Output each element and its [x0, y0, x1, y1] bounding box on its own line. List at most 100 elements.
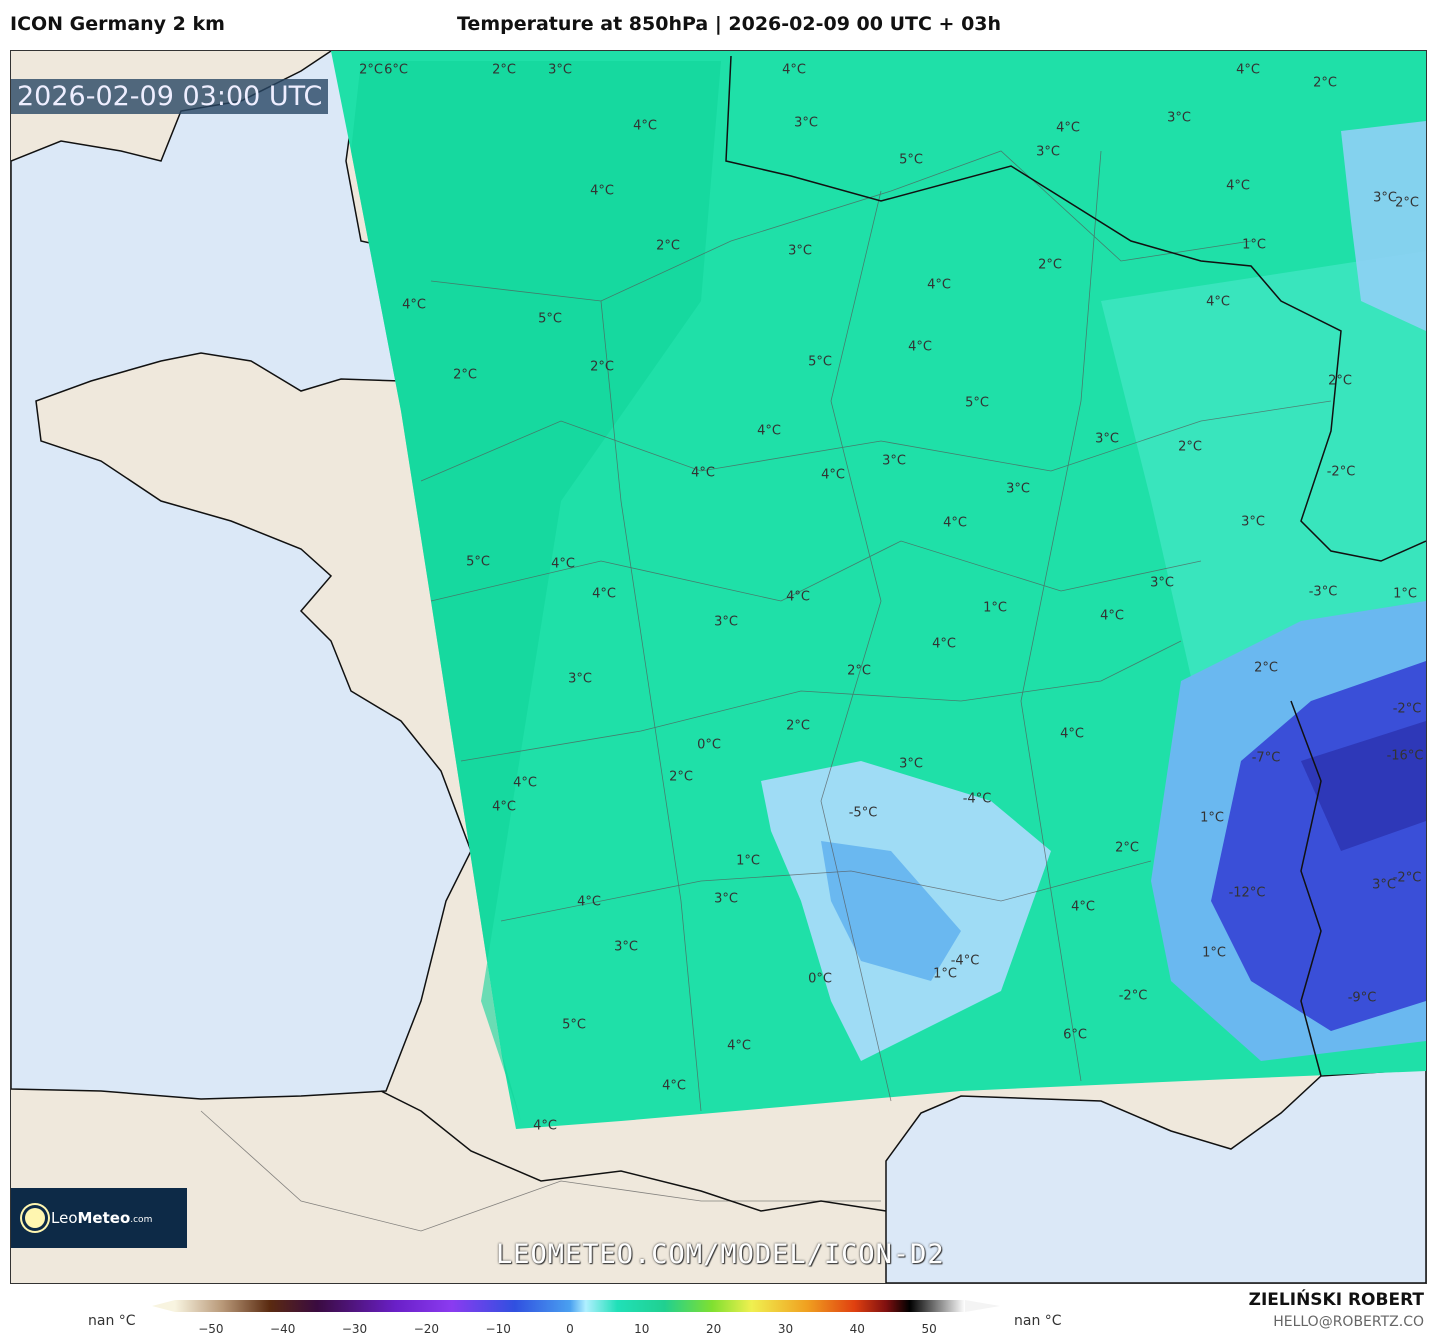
logo-brand-light: Leo	[51, 1209, 78, 1227]
map-title: Temperature at 850hPa | 2026-02-09 00 UT…	[457, 13, 1002, 35]
temperature-label: 1°C	[1202, 945, 1226, 961]
temperature-label: 5°C	[965, 395, 989, 411]
temperature-label: 4°C	[908, 339, 932, 355]
temperature-label: 4°C	[577, 894, 601, 910]
temperature-label: 1°C	[1200, 810, 1224, 826]
temperature-label: -4°C	[962, 791, 992, 807]
colorbar-tick-label: 30	[777, 1322, 794, 1336]
temperature-label: 3°C	[1372, 877, 1396, 893]
temperature-label: 5°C	[808, 354, 832, 370]
temperature-label: 4°C	[633, 118, 657, 134]
temperature-label: 2°C	[590, 359, 614, 375]
temperature-label: 3°C	[1095, 431, 1119, 447]
temperature-label: 4°C	[1226, 178, 1250, 194]
temperature-map[interactable]: 2°C 6°C 2°C 3°C 4°C 4°C 2°C 4°C 3°C 4°C 3°C 3°C 5°C 4…	[10, 50, 1427, 1284]
temperature-label: 3°C	[548, 62, 572, 78]
temperature-label: 3°C	[714, 891, 738, 907]
temperature-label: 2°C	[1254, 660, 1278, 676]
temperature-label: 4°C	[662, 1078, 686, 1094]
temperature-label: 4°C	[1056, 120, 1080, 136]
temperature-label: 3°C	[1241, 514, 1265, 530]
temperature-label: 4°C	[1071, 899, 1095, 915]
temperature-label: 4°C	[932, 636, 956, 652]
temperature-label: 3°C	[899, 756, 923, 772]
temperature-label: 4°C	[513, 775, 537, 791]
temperature-label: 3°C	[788, 243, 812, 259]
map-graphics	[11, 51, 1426, 1283]
colorbar-tick-label: −20	[413, 1322, 440, 1336]
temperature-label: 3°C	[714, 614, 738, 630]
temperature-label: 4°C	[1206, 294, 1230, 310]
temperature-label: 4°C	[492, 799, 516, 815]
temperature-label: 4°C	[590, 183, 614, 199]
temperature-label: -4°C	[950, 953, 980, 969]
temperature-label: 4°C	[786, 589, 810, 605]
temperature-label: 3°C	[1373, 190, 1397, 206]
temperature-label: 5°C	[466, 554, 490, 570]
region-borders	[200, 150, 1332, 1232]
temperature-label: 5°C	[538, 311, 562, 327]
colder-area-massif-central	[821, 841, 961, 981]
temperature-label: 2°C	[1115, 840, 1139, 856]
temperature-label: -5°C	[848, 805, 878, 821]
temperature-label: 4°C	[592, 586, 616, 602]
temperature-label: 3°C	[1167, 110, 1191, 126]
temperature-label: 4°C	[551, 556, 575, 572]
temperature-label: 2°C	[1038, 257, 1062, 273]
temperature-label: 1°C	[736, 853, 760, 869]
temperature-label: -2°C	[1392, 870, 1422, 886]
temperature-label: 2°C	[359, 62, 383, 78]
temperature-label: 4°C	[1236, 62, 1260, 78]
temperature-label: 4°C	[782, 62, 806, 78]
colorbar-tick-label: −50	[198, 1322, 224, 1336]
temperature-label: -9°C	[1347, 990, 1377, 1006]
temperature-label: 3°C	[794, 115, 818, 131]
colorbar-tick-label: 40	[849, 1322, 865, 1336]
temperature-label: 4°C	[821, 467, 845, 483]
temperature-label: 2°C	[1395, 195, 1419, 211]
temperature-label: 2°C	[1178, 439, 1202, 455]
temperature-label: 4°C	[402, 297, 426, 313]
model-name: ICON Germany 2 km	[10, 13, 225, 35]
temperature-label: -16°C	[1386, 748, 1424, 764]
logo-brand-bold: Meteo	[77, 1209, 131, 1227]
country-borders	[380, 55, 1426, 1212]
temperature-label: 4°C	[533, 1118, 557, 1134]
temperature-label: 3°C	[882, 453, 906, 469]
colorbar-max-label: nan °C	[1014, 1313, 1062, 1329]
temperature-label: 4°C	[727, 1038, 751, 1054]
warm-area	[351, 61, 721, 1121]
temperature-label: 3°C	[1006, 481, 1030, 497]
temperature-label: 1°C	[1242, 237, 1266, 253]
temperature-label: 0°C	[697, 737, 721, 753]
logo-suffix: .com	[130, 1215, 153, 1225]
cold-area-northeast	[1341, 121, 1426, 331]
temperature-label: -7°C	[1251, 750, 1281, 766]
temperature-label: 2°C	[1313, 75, 1337, 91]
leometeo-logo[interactable]: Leo Meteo .com	[11, 1188, 187, 1248]
temperature-label: 6°C	[384, 62, 408, 78]
colorbar-max-arrow	[965, 1300, 1000, 1312]
coldest-area-alps	[1301, 721, 1426, 851]
colorbar-tick-label: 10	[634, 1322, 650, 1336]
temperature-label: 3°C	[568, 671, 592, 687]
colorbar-tick-label: −30	[341, 1322, 368, 1336]
temperature-label: 3°C	[1150, 575, 1174, 591]
temperature-label: 2°C	[453, 367, 477, 383]
temperature-label: 3°C	[614, 939, 638, 955]
temperature-label: 2°C	[656, 238, 680, 254]
sun-icon	[25, 1208, 45, 1228]
temperature-label: 2°C	[492, 62, 516, 78]
temperature-label: 2°C	[1328, 373, 1352, 389]
colorbar-tick-label: 20	[705, 1322, 722, 1336]
temperature-label: 4°C	[757, 423, 781, 439]
temperature-label: 4°C	[1100, 608, 1124, 624]
author-email[interactable]: HELLO@ROBERTZ.CO	[1273, 1314, 1424, 1330]
temperature-label: 6°C	[1063, 1027, 1087, 1043]
temperature-label: 4°C	[691, 465, 715, 481]
colorbar-tick-label: 50	[921, 1322, 937, 1336]
temperature-label: -3°C	[1308, 584, 1338, 600]
colorbar-min-label: nan °C	[88, 1313, 136, 1329]
colorbar-tick-label: −40	[270, 1322, 296, 1336]
mild-area	[1101, 251, 1426, 721]
